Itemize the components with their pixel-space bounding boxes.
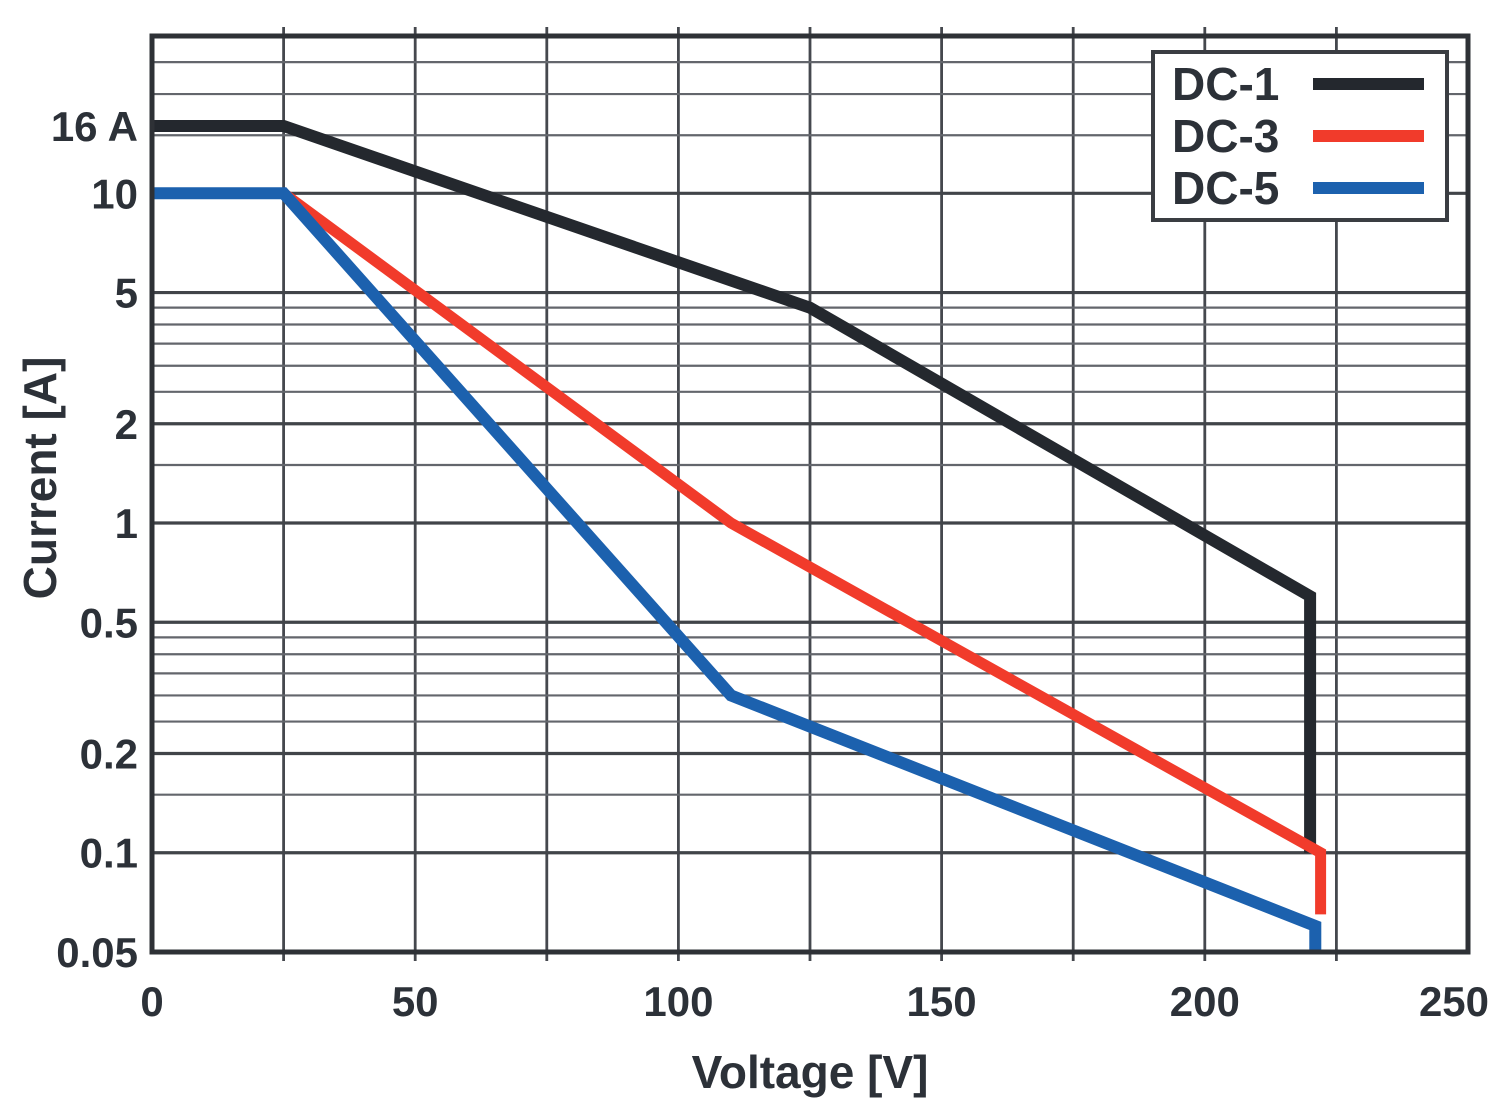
y-tick-0.05: 0.05 [56,929,138,976]
plot-border [149,33,1471,955]
series-line-dc-1 [152,120,1317,853]
series-curves [152,120,1327,952]
y-axis-title: Current [A] [14,357,66,600]
legend-entry-dc-3: DC-3 [1172,110,1424,162]
x-tick-250: 250 [1419,978,1489,1025]
y-tick-2: 2 [115,401,138,448]
y-tick-16A: 16 A [51,103,138,150]
y-tick-5: 5 [115,270,138,317]
x-tick-0: 0 [140,978,163,1025]
legend-swatch-dc-5 [1313,182,1424,194]
x-tick-50: 50 [392,978,439,1025]
x-tick-100: 100 [643,978,713,1025]
y-axis-tick-labels: 16 A 10 5 2 1 0.5 0.2 0.1 0.05 [51,103,138,976]
x-tick-150: 150 [907,978,977,1025]
legend-entry-dc-5: DC-5 [1172,162,1424,214]
legend-label-dc-5: DC-5 [1172,162,1279,214]
legend-label-dc-1: DC-1 [1172,58,1279,110]
series-line-dc-5 [152,187,1322,952]
legend-entry-dc-1: DC-1 [1172,58,1424,110]
series-line-dc-3 [152,187,1327,915]
x-tick-200: 200 [1170,978,1240,1025]
y-tick-0.1: 0.1 [80,830,138,877]
vertical-gridlines [282,27,1338,961]
x-axis-title: Voltage [V] [692,1046,929,1098]
y-tick-1: 1 [115,500,138,547]
x-axis-tick-labels: 0 50 100 150 200 250 [140,978,1489,1025]
legend: DC-1DC-3DC-5 [1151,50,1449,222]
y-tick-10: 10 [91,170,138,217]
legend-swatch-dc-1 [1313,78,1424,90]
y-tick-0.2: 0.2 [80,730,138,777]
legend-swatch-dc-3 [1313,130,1424,142]
legend-label-dc-3: DC-3 [1172,110,1279,162]
y-tick-0.5: 0.5 [80,599,138,646]
